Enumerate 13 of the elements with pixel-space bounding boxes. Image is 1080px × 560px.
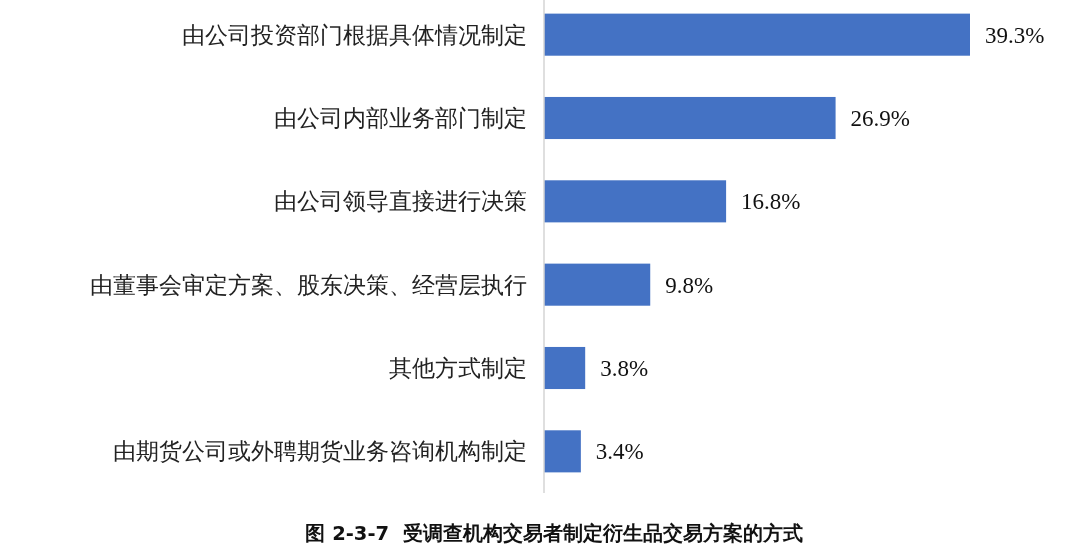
- data-label: 26.9%: [850, 106, 911, 131]
- data-label: 39.3%: [985, 22, 1045, 48]
- y-tick-label: 由公司内部业务部门制定: [274, 106, 527, 131]
- y-tick-label: 其他方式制定: [389, 356, 527, 381]
- y-tick-label: 由公司投资部门根据具体情况制定: [182, 22, 527, 48]
- data-label: 3.8%: [600, 356, 649, 381]
- data-label: 16.8%: [741, 189, 801, 215]
- y-tick-label: 由董事会审定方案、股东决策、经营层执行: [90, 272, 527, 298]
- y-tick-label: 由公司领导直接进行决策: [274, 189, 527, 215]
- data-label: 9.8%: [665, 272, 714, 298]
- text: 图 2-3-7 受调查机构交易者制定衍生品交易方案的方式: [305, 522, 803, 545]
- y-tick-label: 由期货公司或外聘期货业务咨询机构制定: [113, 439, 527, 465]
- data-label: 3.4%: [595, 439, 644, 465]
